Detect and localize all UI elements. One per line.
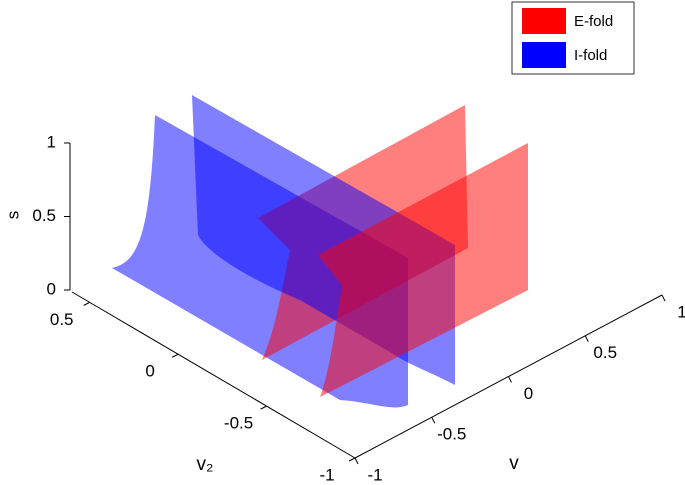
y-tick-label: -1 bbox=[319, 465, 334, 484]
x-tick-label: 0.5 bbox=[593, 343, 617, 362]
x-tick bbox=[431, 417, 436, 424]
x-tick bbox=[584, 335, 589, 342]
z-axis-label: s bbox=[3, 211, 22, 220]
x-tick-label: -0.5 bbox=[437, 425, 466, 444]
x-tick-label: 0 bbox=[524, 384, 533, 403]
legend-label: I-fold bbox=[574, 47, 607, 64]
y-tick bbox=[83, 301, 90, 306]
surfaces bbox=[112, 95, 528, 408]
x-tick-label: -1 bbox=[367, 465, 382, 484]
y-tick-label: 0 bbox=[145, 362, 154, 381]
y-tick bbox=[348, 457, 356, 462]
x-axis-label: v bbox=[509, 453, 519, 474]
y-axis-label: v₂ bbox=[197, 454, 214, 475]
z-tick-label: 0.5 bbox=[32, 206, 56, 225]
y-tick bbox=[171, 353, 179, 358]
x-tick bbox=[508, 376, 512, 383]
legend: E-fold I-fold bbox=[511, 1, 635, 75]
e-fold-surface bbox=[318, 143, 528, 397]
y-tick-label: -0.5 bbox=[224, 414, 253, 433]
x-tick bbox=[354, 457, 359, 465]
y-tick bbox=[260, 405, 267, 410]
legend-swatch bbox=[522, 8, 566, 34]
y-tick-label: 0.5 bbox=[50, 310, 74, 329]
x-tick bbox=[661, 294, 666, 302]
legend-label: E-fold bbox=[574, 13, 613, 30]
z-tick-label: 0 bbox=[47, 279, 56, 298]
legend-swatch bbox=[522, 42, 566, 68]
z-tick-label: 1 bbox=[47, 132, 56, 151]
y-axis bbox=[71, 291, 356, 459]
x-tick-label: 1 bbox=[677, 302, 685, 321]
